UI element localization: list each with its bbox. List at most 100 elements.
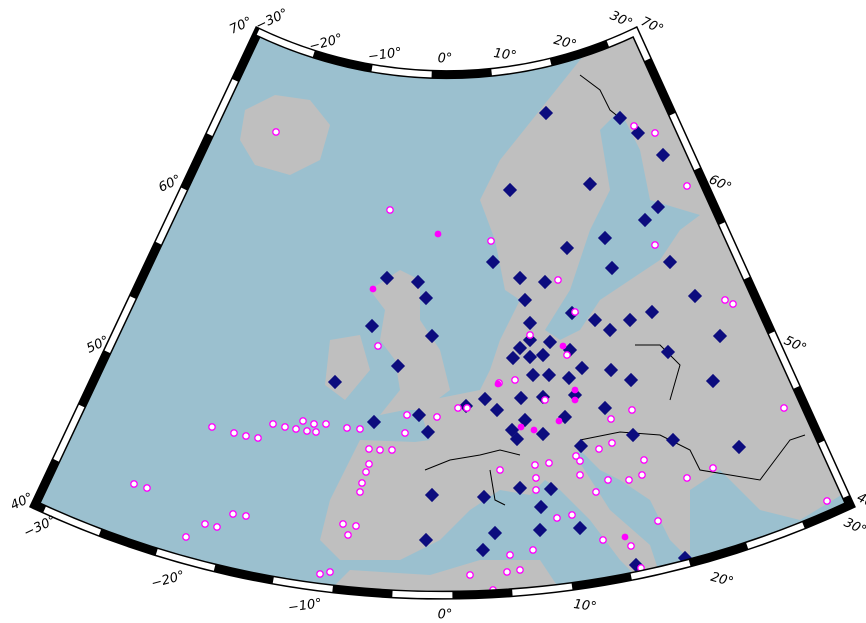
- station-circle: [599, 536, 607, 544]
- station-circle: [130, 480, 138, 488]
- station-diamond: [561, 370, 577, 386]
- station-diamond: [477, 391, 493, 407]
- station-diamond: [604, 260, 620, 276]
- station-circle: [721, 296, 729, 304]
- graticule-label: 40°: [854, 490, 866, 513]
- station-dot: [530, 426, 538, 434]
- station-circle: [213, 523, 221, 531]
- station-circle: [343, 424, 351, 432]
- graticule-label: 0°: [438, 608, 453, 623]
- frame-border-ticks: [31, 27, 854, 599]
- station-circle: [683, 474, 691, 482]
- station-circle: [568, 511, 576, 519]
- graticule-label: 20°: [552, 33, 578, 53]
- station-diamond: [612, 110, 628, 126]
- station-diamond: [424, 487, 440, 503]
- station-circle: [242, 432, 250, 440]
- station-diamond: [572, 520, 588, 536]
- river: [579, 431, 806, 481]
- station-circle: [576, 471, 584, 479]
- station-diamond: [327, 374, 343, 390]
- station-circle: [553, 514, 561, 522]
- land: [240, 95, 330, 175]
- station-circle: [592, 488, 600, 496]
- station-diamond: [522, 315, 538, 331]
- station-circle: [281, 423, 289, 431]
- station-circle: [358, 479, 366, 487]
- station-circle: [625, 476, 633, 484]
- station-circle: [823, 497, 831, 505]
- station-circle: [352, 522, 360, 530]
- station-diamond: [623, 372, 639, 388]
- station-circle: [608, 439, 616, 447]
- station-diamond: [418, 532, 434, 548]
- station-diamond: [517, 412, 533, 428]
- station-circle: [303, 427, 311, 435]
- station-diamond: [543, 481, 559, 497]
- station-circle: [365, 445, 373, 453]
- station-diamond: [509, 431, 525, 447]
- station-diamond: [705, 373, 721, 389]
- station-diamond: [411, 407, 427, 423]
- station-circle: [401, 429, 409, 437]
- station-circle: [541, 396, 549, 404]
- station-circle: [326, 568, 334, 576]
- station-circle: [242, 512, 250, 520]
- station-circle: [463, 404, 471, 412]
- station-circle: [376, 446, 384, 454]
- station-diamond: [476, 489, 492, 505]
- station-circle: [545, 459, 553, 467]
- station-diamond: [597, 400, 613, 416]
- station-circle: [651, 129, 659, 137]
- station-circle: [683, 182, 691, 190]
- graticule-label: 20°: [709, 570, 735, 590]
- station-diamond: [637, 212, 653, 228]
- station-diamond: [597, 230, 613, 246]
- station-dot: [555, 417, 563, 425]
- station-diamond: [487, 525, 503, 541]
- graticule-label: 10°: [493, 46, 518, 64]
- station-diamond: [535, 426, 551, 442]
- station-diamond: [489, 402, 505, 418]
- station-circle: [292, 425, 300, 433]
- station-circle: [531, 461, 539, 469]
- station-circle: [532, 486, 540, 494]
- station-circle: [365, 460, 373, 468]
- station-diamond: [537, 274, 553, 290]
- station-circle: [230, 429, 238, 437]
- station-circle: [454, 404, 462, 412]
- station-circle: [356, 488, 364, 496]
- graticule-label: 10°: [573, 597, 598, 615]
- station-diamond: [660, 344, 676, 360]
- station-diamond: [603, 362, 619, 378]
- station-diamond: [366, 414, 382, 430]
- station-circle: [529, 546, 537, 554]
- station-diamond: [625, 427, 641, 443]
- station-circle: [630, 122, 638, 130]
- station-circle: [362, 468, 370, 476]
- station-diamond: [712, 328, 728, 344]
- station-diamond: [731, 439, 747, 455]
- station-dot: [571, 396, 579, 404]
- station-circle: [780, 404, 788, 412]
- station-diamond: [541, 367, 557, 383]
- station-diamond: [418, 290, 434, 306]
- graticule-label: −30°: [253, 6, 290, 34]
- station-circle: [532, 474, 540, 482]
- station-circle: [487, 237, 495, 245]
- station-dot: [494, 380, 502, 388]
- station-diamond: [650, 199, 666, 215]
- station-circle: [729, 300, 737, 308]
- station-circle: [356, 425, 364, 433]
- station-dot: [369, 285, 377, 293]
- station-diamond: [662, 254, 678, 270]
- station-circle: [563, 351, 571, 359]
- station-diamond: [542, 334, 558, 350]
- graticule-label: −20°: [150, 568, 187, 591]
- station-circle: [143, 484, 151, 492]
- station-circle: [604, 476, 612, 484]
- graticule-label: 0°: [438, 52, 453, 67]
- station-diamond: [410, 274, 426, 290]
- station-circle: [208, 423, 216, 431]
